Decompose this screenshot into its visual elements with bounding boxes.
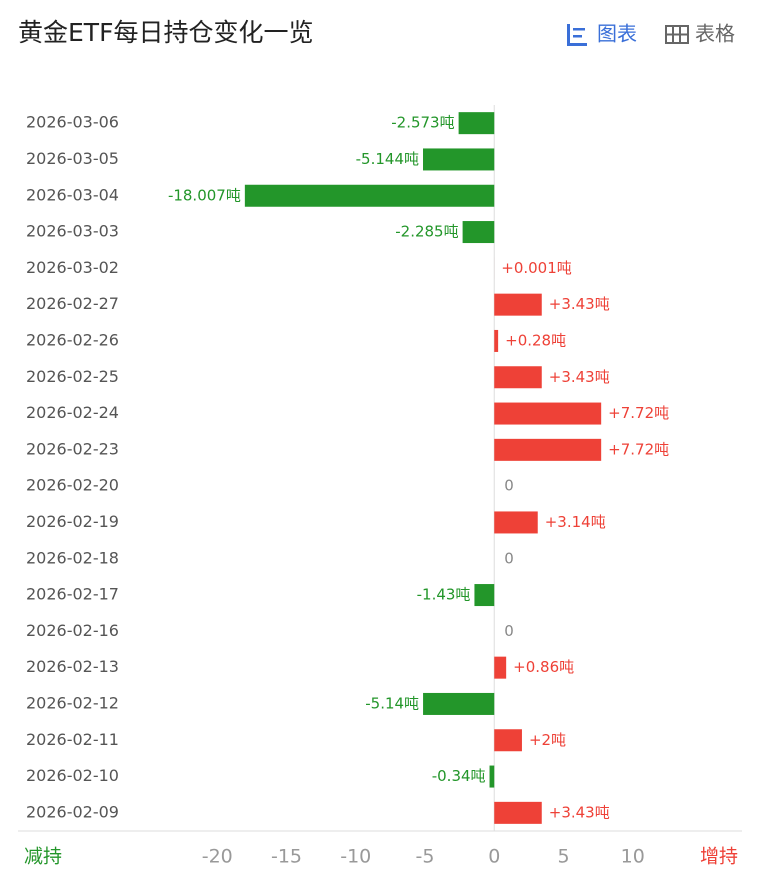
x-tick-label: 5	[557, 846, 569, 868]
y-tick-label: 2026-02-19	[26, 512, 119, 531]
y-tick-label: 2026-03-06	[26, 113, 119, 132]
tab-icon	[573, 28, 585, 31]
y-tick-label: 2026-03-02	[26, 258, 119, 277]
value-label: +0.001吨	[501, 259, 572, 277]
bar	[244, 184, 495, 207]
y-tick-label: 2026-02-16	[26, 621, 119, 640]
value-label: +7.72吨	[608, 440, 669, 458]
y-tick-label: 2026-03-04	[26, 185, 119, 204]
value-label: -5.14吨	[365, 694, 419, 712]
increase-label: 增持	[700, 846, 738, 868]
y-tick-label: 2026-02-10	[26, 766, 119, 785]
y-tick-label: 2026-02-24	[26, 403, 119, 422]
y-tick-label: 2026-02-13	[26, 657, 119, 676]
y-tick-label: 2026-02-18	[26, 548, 119, 567]
value-label: +0.28吨	[505, 331, 566, 349]
value-label: +3.43吨	[549, 368, 610, 386]
y-tick-label: 2026-03-05	[26, 149, 119, 168]
value-label: +3.43吨	[549, 803, 610, 821]
bar	[494, 801, 542, 824]
y-tick-label: 2026-02-26	[26, 330, 119, 349]
value-label: +0.86吨	[513, 658, 574, 676]
value-label: -1.43吨	[417, 586, 471, 604]
bar	[458, 112, 495, 135]
tab-icon	[567, 24, 570, 46]
y-tick-label: 2026-02-27	[26, 294, 119, 313]
value-label: +2吨	[529, 731, 566, 749]
y-tick-label: 2026-02-09	[26, 802, 119, 821]
x-tick-label: -15	[271, 846, 302, 868]
x-tick-label: -5	[416, 846, 435, 868]
bar	[494, 511, 538, 534]
bar	[462, 221, 495, 244]
y-tick-label: 2026-02-23	[26, 439, 119, 458]
bar	[474, 584, 495, 607]
bar	[494, 402, 602, 425]
value-label: 0	[504, 622, 514, 640]
tab-label: 图表	[597, 22, 637, 46]
value-label: -2.573吨	[391, 114, 454, 132]
bar	[423, 692, 495, 715]
value-label: 0	[504, 477, 514, 495]
value-label: -18.007吨	[168, 186, 241, 204]
y-tick-label: 2026-02-25	[26, 367, 119, 386]
bar	[494, 366, 542, 389]
x-tick-label: -10	[340, 846, 371, 868]
value-label: +7.72吨	[608, 404, 669, 422]
bar	[423, 148, 495, 171]
bar	[489, 765, 495, 788]
x-tick-label: 10	[621, 846, 645, 868]
tab-icon	[567, 43, 587, 46]
chart-title: 黄金ETF每日持仓变化一览	[18, 18, 313, 47]
bar	[494, 329, 499, 352]
y-tick-label: 2026-03-03	[26, 222, 119, 241]
bar	[494, 293, 542, 316]
tab-icon	[573, 35, 582, 38]
value-label: +3.43吨	[549, 295, 610, 313]
bar	[494, 656, 507, 679]
y-tick-label: 2026-02-20	[26, 476, 119, 495]
tab-label: 表格	[695, 22, 735, 46]
y-tick-label: 2026-02-11	[26, 730, 119, 749]
x-tick-label: 0	[488, 846, 500, 868]
value-label: -0.34吨	[432, 767, 486, 785]
x-tick-label: -20	[202, 846, 233, 868]
value-label: -5.144吨	[356, 150, 419, 168]
value-label: 0	[504, 549, 514, 567]
tab-table[interactable]: 表格	[665, 22, 735, 46]
decrease-label: 减持	[24, 846, 62, 868]
y-tick-label: 2026-02-17	[26, 585, 119, 604]
bar	[494, 729, 522, 752]
y-tick-label: 2026-02-12	[26, 693, 119, 712]
tab-chart[interactable]: 图表	[567, 22, 637, 47]
value-label: -2.285吨	[395, 223, 458, 241]
bar	[494, 438, 602, 461]
value-label: +3.14吨	[545, 513, 606, 531]
